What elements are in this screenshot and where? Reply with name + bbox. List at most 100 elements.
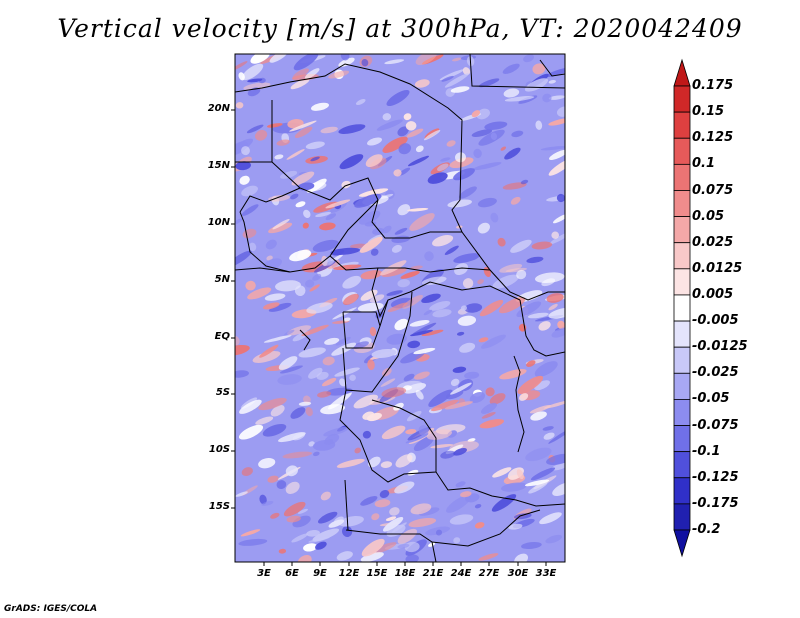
colorbar-label: 0.15 <box>692 104 725 120</box>
field-patch <box>349 374 356 381</box>
field-patch <box>501 482 527 492</box>
field-patch <box>335 336 351 346</box>
field-patch <box>428 389 453 407</box>
field-patch <box>546 453 565 465</box>
field-patch <box>480 402 498 414</box>
field-patch <box>534 272 565 284</box>
field-patch <box>510 196 521 205</box>
colorbar-label: -0.175 <box>692 495 739 511</box>
field-patch <box>305 279 315 288</box>
field-patch <box>305 141 325 150</box>
field-patch <box>551 231 559 239</box>
field-patch <box>289 249 312 262</box>
field-patch <box>291 171 315 186</box>
field-patch <box>339 378 347 387</box>
field-patch <box>441 75 454 82</box>
field-patch <box>235 138 254 156</box>
lon-label: 15E <box>366 568 388 579</box>
field-patch <box>418 507 440 516</box>
field-patch <box>524 479 550 487</box>
field-patch <box>415 145 424 153</box>
colorbar-label: -0.125 <box>692 469 739 485</box>
field-patch <box>462 278 474 289</box>
field-patch <box>334 367 360 377</box>
field-patch <box>460 305 467 311</box>
field-patch <box>391 244 402 253</box>
field-patch <box>315 211 332 218</box>
field-patch <box>322 356 335 366</box>
field-patch <box>477 279 484 285</box>
field-patch <box>380 461 393 468</box>
colorbar-label: -0.025 <box>692 365 739 381</box>
field-patch <box>413 347 436 355</box>
field-patch <box>479 419 505 429</box>
country-borders <box>235 54 565 562</box>
lon-label: 30E <box>507 568 529 579</box>
field-patch <box>418 425 429 436</box>
field-patch <box>400 270 420 279</box>
field-patch <box>456 331 465 336</box>
field-patch <box>410 503 432 515</box>
field-patch <box>484 121 508 130</box>
field-patch <box>382 516 404 532</box>
field-patch <box>341 180 351 189</box>
field-patch <box>263 335 292 343</box>
colorbar-top-arrow <box>673 58 691 87</box>
field-patch <box>274 154 284 160</box>
field-patch <box>279 365 303 374</box>
field-patch <box>545 534 563 544</box>
field-patch <box>308 536 330 543</box>
field-patch <box>430 399 459 412</box>
lon-label: 18E <box>394 568 416 579</box>
field-patch <box>444 73 469 88</box>
field-patch <box>489 393 506 405</box>
field-patch <box>235 250 252 268</box>
field-patch <box>423 309 433 316</box>
field-patch <box>312 273 322 281</box>
field-patch <box>474 522 485 529</box>
field-patch <box>321 377 337 387</box>
field-patch <box>358 188 389 197</box>
field-patch <box>292 432 305 441</box>
field-patch <box>524 78 549 92</box>
field-patch <box>292 68 309 79</box>
field-patch <box>367 137 382 146</box>
field-patch <box>450 382 472 395</box>
field-patch <box>272 219 290 230</box>
field-patch <box>421 293 441 304</box>
field-patch <box>492 467 512 478</box>
field-patch <box>258 458 276 469</box>
field-patch <box>294 285 306 297</box>
field-patch <box>286 149 305 160</box>
field-patch <box>548 427 565 444</box>
field-patch <box>241 204 259 216</box>
field-patch <box>266 255 273 261</box>
lon-label: 6E <box>285 568 299 579</box>
field-patch <box>553 214 565 224</box>
colorbar-segment <box>673 268 691 296</box>
field-patch <box>499 296 526 314</box>
lat-label: 5S <box>215 387 230 398</box>
field-patch <box>336 551 353 561</box>
field-patch <box>397 543 410 549</box>
field-patch <box>478 337 489 343</box>
field-patch <box>362 430 371 439</box>
field-patch <box>369 327 377 337</box>
field-patch <box>370 248 379 256</box>
field-patch <box>340 54 350 61</box>
field-patch <box>548 95 565 100</box>
field-patch <box>546 293 564 303</box>
field-patch <box>556 106 565 117</box>
field-patch <box>241 467 253 477</box>
field-patch <box>411 322 437 337</box>
field-patch <box>371 513 380 521</box>
field-patch <box>516 469 524 480</box>
field-patch <box>394 318 409 331</box>
field-patch <box>235 218 244 226</box>
field-patch <box>530 467 556 481</box>
field-patch <box>477 222 490 234</box>
field-patch <box>382 136 408 153</box>
lon-label: 33E <box>535 568 557 579</box>
lat-label: 10N <box>207 217 230 228</box>
field-patch <box>397 528 417 544</box>
